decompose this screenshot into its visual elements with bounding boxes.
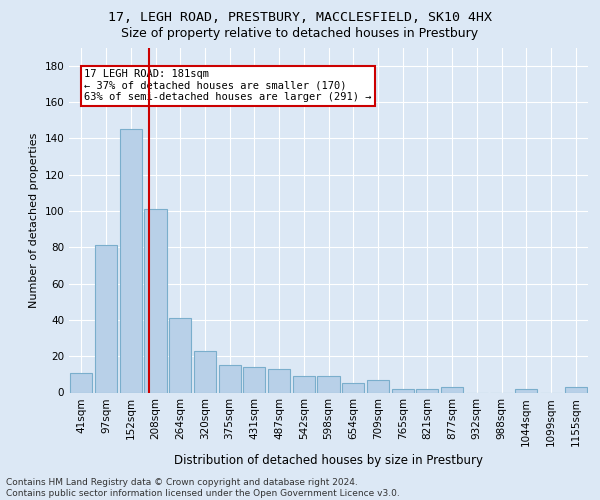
Bar [95, 246, 117, 392]
Bar [342, 384, 364, 392]
Bar [317, 376, 340, 392]
Bar [441, 387, 463, 392]
Text: 17, LEGH ROAD, PRESTBURY, MACCLESFIELD, SK10 4HX: 17, LEGH ROAD, PRESTBURY, MACCLESFIELD, … [108, 11, 492, 24]
Bar [293, 376, 315, 392]
Bar [145, 209, 167, 392]
Bar [367, 380, 389, 392]
Bar [194, 350, 216, 393]
Bar [515, 389, 538, 392]
Bar [243, 367, 265, 392]
Text: 17 LEGH ROAD: 181sqm
← 37% of detached houses are smaller (170)
63% of semi-deta: 17 LEGH ROAD: 181sqm ← 37% of detached h… [85, 70, 372, 102]
Bar [70, 372, 92, 392]
X-axis label: Distribution of detached houses by size in Prestbury: Distribution of detached houses by size … [174, 454, 483, 468]
Y-axis label: Number of detached properties: Number of detached properties [29, 132, 39, 308]
Bar [565, 387, 587, 392]
Bar [218, 366, 241, 392]
Text: Contains HM Land Registry data © Crown copyright and database right 2024.
Contai: Contains HM Land Registry data © Crown c… [6, 478, 400, 498]
Bar [416, 389, 439, 392]
Bar [268, 369, 290, 392]
Bar [392, 389, 414, 392]
Text: Size of property relative to detached houses in Prestbury: Size of property relative to detached ho… [121, 28, 479, 40]
Bar [119, 129, 142, 392]
Bar [169, 318, 191, 392]
